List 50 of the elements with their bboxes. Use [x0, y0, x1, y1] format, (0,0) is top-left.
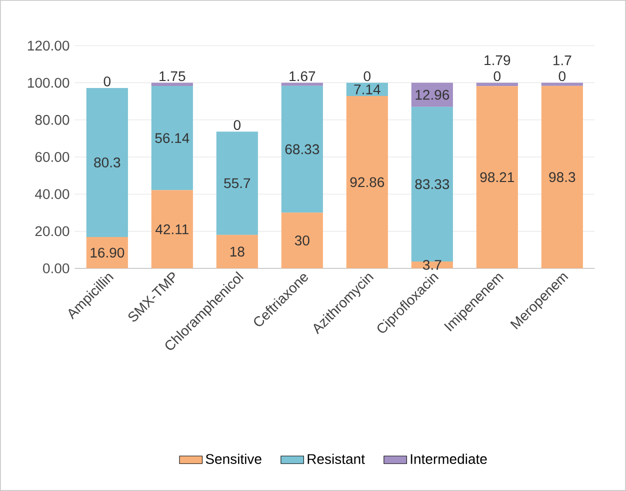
legend-label: Sensitive — [206, 454, 262, 464]
y-tick-label: 20.00 — [35, 226, 70, 236]
data-label: 42.11 — [155, 224, 188, 234]
data-label: 12.96 — [416, 90, 450, 100]
data-label: 0 — [494, 71, 500, 82]
legend-label: Intermediate — [410, 454, 487, 464]
bar — [281, 212, 323, 268]
legend-label: Resistant — [308, 454, 365, 464]
data-label: 7.14 — [354, 84, 380, 94]
data-label: 98.3 — [549, 172, 576, 182]
bar — [216, 132, 258, 235]
y-tick-label: 100.00 — [28, 78, 70, 88]
bar — [541, 82, 583, 86]
data-label: 18 — [230, 246, 244, 257]
bar — [411, 106, 453, 262]
data-label: 68.33 — [285, 144, 320, 154]
y-tick-label: 80.00 — [35, 114, 70, 125]
data-label: 92.86 — [350, 177, 384, 188]
bar — [151, 86, 193, 190]
bar — [476, 82, 518, 86]
data-label: 1.75 — [160, 71, 186, 82]
y-tick-label: 0.00 — [43, 263, 70, 274]
data-label: 83.33 — [415, 179, 450, 190]
data-label: 0 — [364, 71, 370, 82]
bar — [216, 234, 258, 268]
data-label: 56.14 — [155, 133, 190, 144]
bar — [281, 82, 323, 86]
data-label: 0 — [234, 120, 241, 130]
bar — [346, 96, 388, 268]
y-tick-label: 40.00 — [35, 189, 70, 200]
data-label: 0 — [104, 76, 111, 86]
data-label: 80.3 — [94, 158, 120, 168]
bar — [281, 86, 323, 213]
data-label: 1.7 — [553, 56, 572, 66]
data-label: 30 — [294, 236, 310, 246]
bar — [86, 236, 128, 268]
bar — [86, 88, 128, 237]
data-label: 55.7 — [224, 178, 250, 188]
data-label: 98.21 — [480, 172, 514, 182]
data-label: 1.67 — [290, 71, 316, 82]
y-tick-label: 60.00 — [35, 152, 70, 162]
data-label: 3.7 — [422, 260, 442, 270]
bar — [151, 82, 193, 86]
data-label: 1.79 — [484, 55, 510, 66]
bar — [541, 86, 583, 268]
y-tick-label: 120.00 — [28, 40, 70, 51]
bar — [476, 86, 518, 268]
data-label: 0 — [558, 71, 566, 82]
bar — [151, 190, 193, 268]
data-label: 16.90 — [90, 248, 124, 258]
